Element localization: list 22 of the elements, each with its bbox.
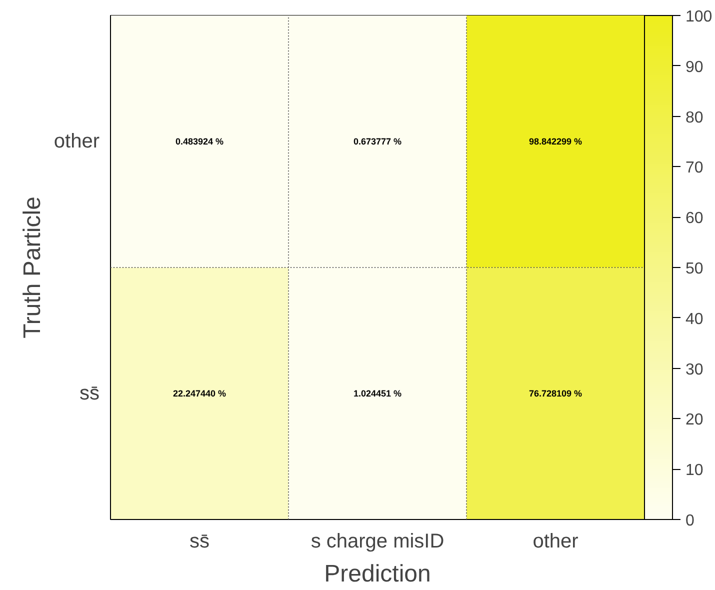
data-label: 0.483924 % xyxy=(175,136,224,146)
data-label: 22.247440 % xyxy=(172,388,226,398)
color-bar-label: 0 xyxy=(686,512,694,530)
color-bar-label: 20 xyxy=(686,412,704,429)
color-bar-label: 10 xyxy=(686,462,704,480)
color-bar-label: 40 xyxy=(686,310,704,328)
data-label: 1.024451 % xyxy=(353,388,402,398)
color-bar-label: 80 xyxy=(686,109,704,126)
data-label: 98.842299 % xyxy=(528,136,582,146)
x-tick-label: s charge misID xyxy=(310,530,444,552)
data-label: 0.673777 % xyxy=(353,136,402,146)
color-bar-label: 30 xyxy=(686,361,704,378)
y-axis-title: Truth Particle xyxy=(18,196,46,338)
x-tick-label: ss̄ xyxy=(190,530,210,552)
color-bar-label: 90 xyxy=(686,58,704,76)
x-axis-title: Prediction xyxy=(324,560,431,588)
data-label: 76.728109 % xyxy=(528,388,582,398)
color-bar-label: 60 xyxy=(686,210,704,228)
x-tick-label: other xyxy=(532,530,579,552)
color-bar-label: 70 xyxy=(686,160,704,177)
color-bar-label: 100 xyxy=(686,8,712,26)
color-bar-label: 50 xyxy=(686,260,704,278)
